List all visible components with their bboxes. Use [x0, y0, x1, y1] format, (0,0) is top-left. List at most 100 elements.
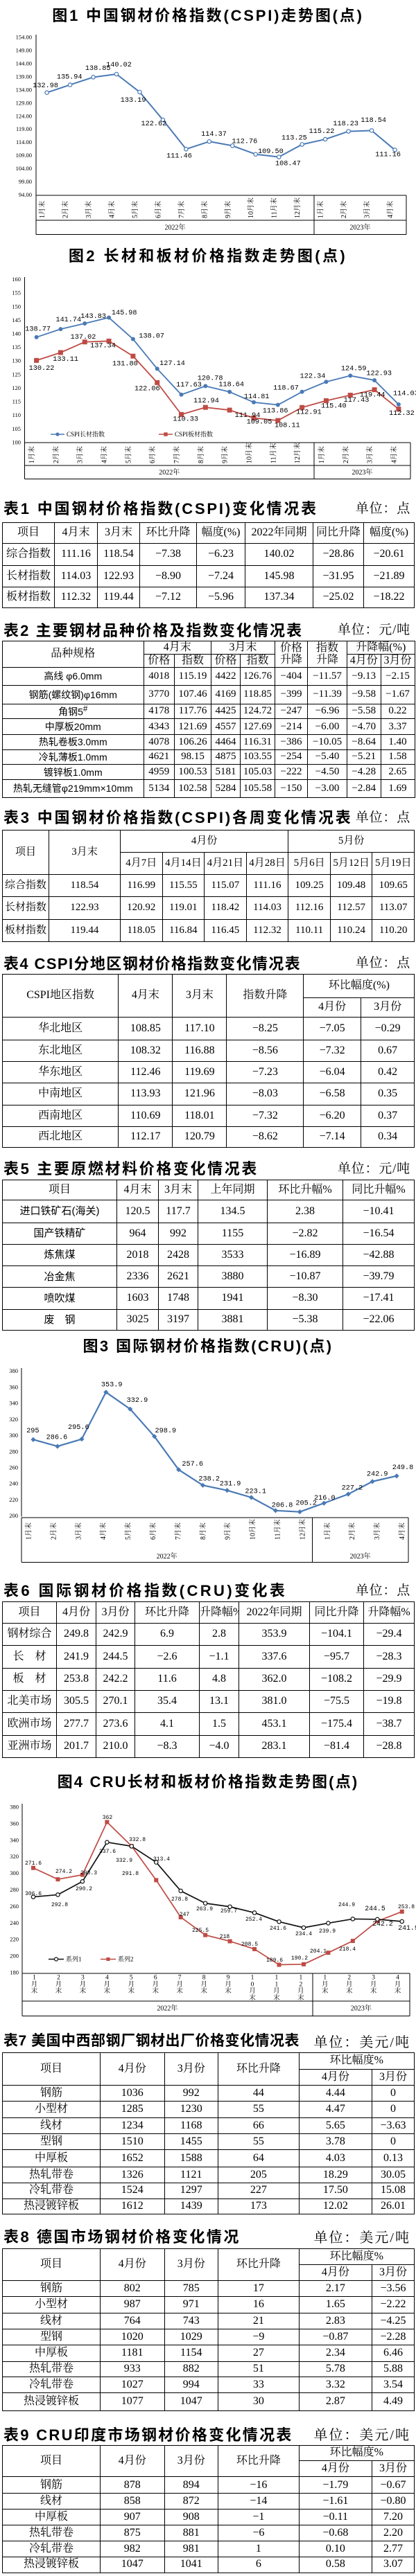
- svg-text:12月末: 12月末: [293, 197, 302, 218]
- svg-text:7月末: 7月末: [177, 201, 186, 218]
- svg-text:286.6: 286.6: [46, 1434, 68, 1442]
- svg-text:144.00: 144.00: [16, 60, 32, 66]
- svg-text:231.9: 231.9: [220, 1481, 241, 1489]
- svg-text:125: 125: [12, 371, 21, 377]
- svg-text:113.25: 113.25: [281, 135, 307, 143]
- svg-text:112.94: 112.94: [193, 398, 219, 405]
- svg-text:133.19: 133.19: [121, 97, 146, 105]
- svg-text:5月末: 5月末: [128, 1975, 135, 1996]
- svg-text:CSPI长材指数: CSPI长材指数: [67, 430, 105, 438]
- svg-text:6月末: 6月末: [148, 1522, 157, 1540]
- svg-text:1月末: 1月末: [27, 446, 36, 463]
- svg-text:190.2: 190.2: [291, 1955, 308, 1962]
- svg-text:141.74: 141.74: [55, 317, 81, 324]
- svg-text:362: 362: [103, 1815, 113, 1821]
- svg-text:94.00: 94.00: [19, 191, 32, 198]
- svg-text:1月末: 1月末: [322, 1975, 329, 1996]
- svg-text:380: 380: [9, 1367, 18, 1374]
- svg-text:242.9: 242.9: [367, 1471, 388, 1478]
- svg-text:11月末: 11月末: [270, 197, 279, 218]
- svg-text:290.2: 290.2: [76, 1886, 92, 1892]
- svg-text:1月末: 1月末: [316, 201, 325, 218]
- svg-text:260: 260: [10, 1903, 19, 1910]
- svg-text:244.9: 244.9: [338, 1902, 355, 1908]
- svg-text:111.94: 111.94: [235, 412, 261, 420]
- svg-text:108.47: 108.47: [275, 161, 301, 168]
- svg-text:118.67: 118.67: [273, 385, 299, 393]
- svg-text:280: 280: [10, 1886, 19, 1893]
- svg-text:115.40: 115.40: [321, 403, 347, 411]
- svg-text:154.00: 154.00: [16, 34, 32, 41]
- svg-text:114.81: 114.81: [244, 393, 270, 401]
- svg-text:6月末: 6月末: [153, 201, 162, 218]
- svg-text:253.8: 253.8: [398, 1904, 415, 1910]
- svg-text:10月末: 10月末: [246, 197, 255, 218]
- svg-text:120.78: 120.78: [198, 375, 223, 383]
- svg-text:353.9: 353.9: [101, 1382, 123, 1389]
- svg-text:257.6: 257.6: [182, 1461, 203, 1468]
- svg-text:200: 200: [9, 1512, 18, 1519]
- svg-text:306.6: 306.6: [25, 1891, 42, 1897]
- svg-text:4月末: 4月末: [397, 1522, 406, 1540]
- svg-text:11月末: 11月末: [268, 443, 277, 463]
- svg-text:2月末: 2月末: [55, 1975, 62, 1996]
- svg-text:109.50: 109.50: [258, 148, 284, 156]
- svg-text:115.22: 115.22: [309, 128, 335, 136]
- svg-text:234.4: 234.4: [295, 1931, 312, 1937]
- svg-text:223.1: 223.1: [245, 1488, 266, 1495]
- svg-text:239.9: 239.9: [319, 1928, 336, 1935]
- svg-text:241.9: 241.9: [398, 1924, 416, 1932]
- svg-text:240: 240: [10, 1919, 19, 1926]
- svg-text:112.76: 112.76: [232, 139, 258, 146]
- svg-text:140: 140: [12, 330, 21, 337]
- svg-text:3月末: 3月末: [372, 1522, 381, 1540]
- svg-text:320: 320: [9, 1416, 18, 1423]
- svg-text:124.59: 124.59: [341, 366, 367, 373]
- svg-text:240: 240: [9, 1480, 18, 1487]
- svg-text:9月末: 9月末: [225, 1975, 232, 1996]
- svg-text:134.00: 134.00: [16, 86, 32, 93]
- svg-text:124.00: 124.00: [16, 112, 32, 119]
- svg-text:135.94: 135.94: [57, 74, 83, 82]
- svg-text:10月末: 10月末: [249, 1975, 256, 2002]
- svg-text:292.8: 292.8: [51, 1902, 68, 1908]
- svg-text:111.46: 111.46: [166, 153, 192, 161]
- svg-text:132.98: 132.98: [33, 82, 58, 90]
- svg-text:108.11: 108.11: [275, 423, 300, 430]
- svg-text:7月末: 7月末: [176, 1975, 183, 1996]
- svg-text:2023年: 2023年: [352, 468, 373, 477]
- svg-text:110: 110: [12, 411, 21, 418]
- svg-text:216.0: 216.0: [314, 1495, 336, 1502]
- svg-text:1月末: 1月末: [37, 201, 46, 218]
- svg-text:208.5: 208.5: [241, 1942, 258, 1948]
- svg-text:249.8: 249.8: [392, 1464, 414, 1472]
- svg-text:313.4: 313.4: [153, 1856, 170, 1863]
- svg-text:220: 220: [9, 1496, 18, 1503]
- svg-text:139.00: 139.00: [16, 73, 32, 80]
- svg-text:291.8: 291.8: [122, 1871, 139, 1877]
- svg-text:271.6: 271.6: [25, 1860, 42, 1867]
- svg-text:9月末: 9月末: [220, 446, 229, 463]
- svg-text:12月末: 12月末: [297, 1519, 306, 1540]
- svg-text:2月末: 2月末: [346, 1975, 353, 1996]
- svg-text:337.6: 337.6: [99, 1849, 116, 1855]
- svg-text:300: 300: [10, 1869, 19, 1876]
- svg-text:135: 135: [12, 344, 21, 350]
- svg-text:155: 155: [12, 290, 21, 296]
- svg-text:110.33: 110.33: [173, 416, 198, 424]
- svg-text:CSPI板材指数: CSPI板材指数: [175, 430, 213, 438]
- svg-text:1月末: 1月末: [31, 1975, 38, 1996]
- svg-text:145.98: 145.98: [112, 310, 137, 317]
- svg-text:4月末: 4月末: [104, 1975, 111, 1996]
- svg-text:8月末: 8月末: [200, 1975, 207, 1996]
- svg-text:140.02: 140.02: [106, 62, 132, 69]
- svg-text:9月末: 9月末: [223, 1522, 232, 1540]
- svg-text:4月末: 4月末: [389, 446, 398, 463]
- svg-text:9月末: 9月末: [223, 201, 232, 218]
- svg-text:系列1: 系列1: [66, 1955, 82, 1963]
- svg-text:225.5: 225.5: [192, 1928, 209, 1934]
- svg-text:247: 247: [180, 1912, 190, 1918]
- svg-text:360: 360: [10, 1820, 19, 1827]
- svg-text:113.86: 113.86: [263, 407, 288, 415]
- svg-text:109.00: 109.00: [16, 152, 32, 159]
